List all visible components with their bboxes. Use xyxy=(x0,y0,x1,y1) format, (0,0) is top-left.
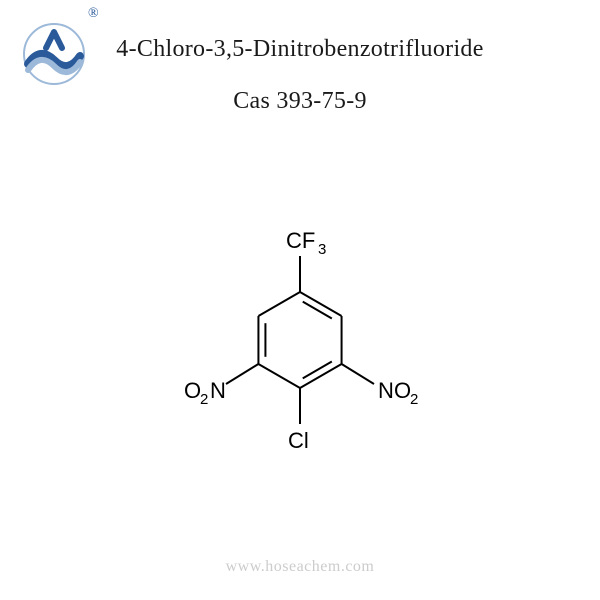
svg-text:O: O xyxy=(184,378,201,403)
svg-text:Cl: Cl xyxy=(288,428,309,453)
cas-number: Cas 393-75-9 xyxy=(0,88,600,115)
svg-text:2: 2 xyxy=(200,391,208,408)
watermark-url: www.hoseachem.com xyxy=(0,558,600,576)
svg-text:N: N xyxy=(378,378,394,403)
svg-text:N: N xyxy=(210,378,226,403)
molecule-structure: CF3O2NNO2Cl xyxy=(150,180,450,480)
svg-text:CF: CF xyxy=(286,228,315,253)
trademark-symbol: ® xyxy=(88,6,99,22)
molecule-svg: CF3O2NNO2Cl xyxy=(150,180,450,480)
svg-text:2: 2 xyxy=(410,391,418,408)
svg-text:3: 3 xyxy=(318,241,326,258)
svg-text:O: O xyxy=(394,378,411,403)
compound-name: 4-Chloro-3,5-Dinitrobenzotrifluoride xyxy=(0,36,600,63)
